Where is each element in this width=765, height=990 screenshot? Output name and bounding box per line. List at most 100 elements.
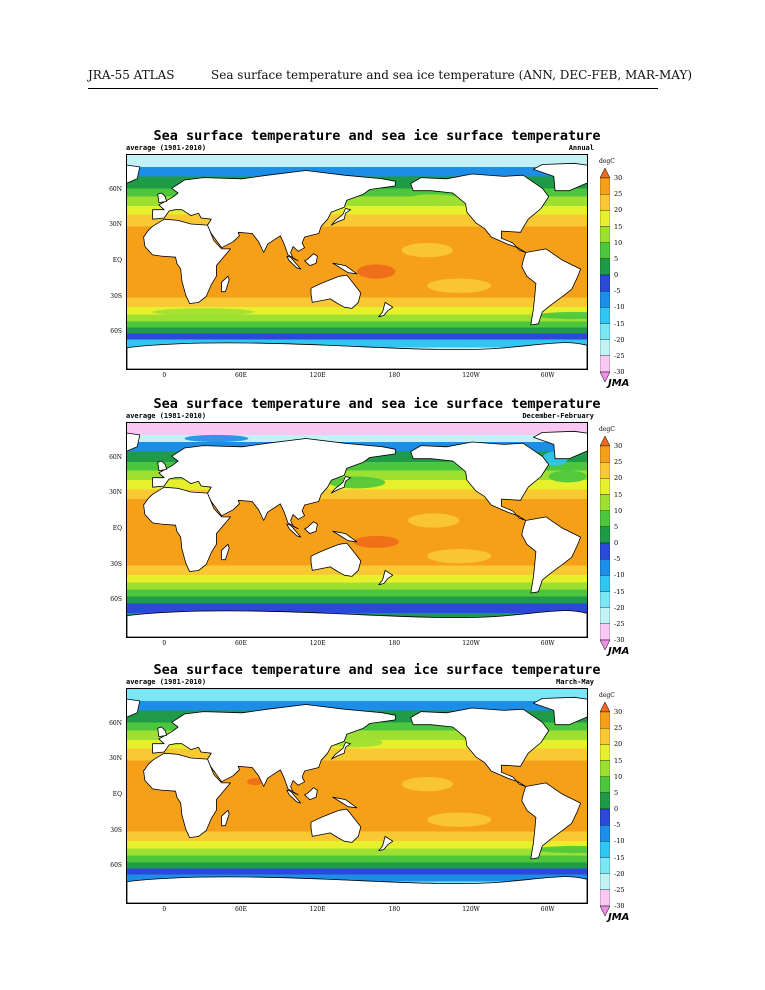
landmass-indonesia-borneo	[304, 253, 318, 266]
landmass-greenland	[532, 430, 587, 460]
map-season: Annual	[568, 144, 594, 152]
colorbar-segment	[600, 575, 610, 592]
map-period: average (1981-2010)	[126, 144, 207, 152]
colorbar-segment	[600, 607, 610, 624]
colorbar-tick-label: 5	[614, 788, 619, 797]
colorbar-segment	[600, 339, 610, 356]
landmass-greenland	[127, 698, 141, 718]
landmass-australia	[310, 808, 362, 843]
colorbar-tick-label: -30	[614, 902, 625, 910]
colorbar-tick-label: -15	[614, 587, 625, 596]
landmass-new-guinea	[332, 530, 358, 543]
lon-tick-label: 120W	[462, 906, 480, 913]
map-period: average (1981-2010)	[126, 678, 207, 686]
atlas-topic: Sea surface temperature and sea ice temp…	[211, 68, 693, 82]
lon-tick-label: 180	[388, 372, 401, 379]
jma-logo: JMA	[608, 912, 630, 923]
map-panel-djf: Sea surface temperature and sea ice surf…	[109, 396, 638, 658]
landmass-japan	[331, 208, 351, 226]
colorbar-tick-label: 20	[614, 206, 623, 215]
lat-tick-label: 30N	[109, 489, 122, 497]
colorbar-tick-label: 25	[614, 458, 623, 467]
colorbar-tick-label: -20	[614, 603, 625, 612]
running-header: JRA-55 ATLAS Sea surface temperature and…	[88, 64, 692, 89]
sst-anomaly-region	[247, 778, 263, 786]
colorbar-segment	[600, 760, 610, 777]
landmass-madagascar	[221, 809, 230, 827]
lat-tick-label: 60S	[110, 596, 122, 604]
landmass-uk	[157, 460, 167, 471]
colorbar-segment	[600, 825, 610, 842]
landmass-japan	[331, 476, 351, 494]
landmass-japan	[331, 742, 351, 760]
landmass-south-america	[521, 782, 581, 860]
colorbar-tick-label: -25	[614, 351, 625, 360]
colorbar-segment	[600, 445, 610, 463]
colorbar-cap-bottom	[600, 905, 610, 916]
sst-anomaly-region	[353, 535, 400, 548]
colorbar-tick-label: 30	[614, 708, 623, 716]
colorbar-segment	[600, 274, 610, 292]
lon-tick-label: 120E	[309, 640, 326, 647]
colorbar-segment	[600, 462, 610, 479]
colorbar-segment	[600, 291, 610, 308]
colorbar-segment	[600, 559, 610, 576]
landmass-antarctica	[127, 876, 587, 903]
map-panel-mam: Sea surface temperature and sea ice surf…	[109, 662, 638, 924]
landmass-south-america	[521, 248, 581, 326]
colorbar-unit: degC	[599, 692, 615, 699]
colorbar-tick-label: 15	[614, 490, 623, 499]
colorbar-tick-label: -5	[614, 287, 621, 296]
colorbar-tick-label: -30	[614, 368, 625, 376]
colorbar-segment	[600, 889, 610, 907]
colorbar-tick-label: 25	[614, 724, 623, 733]
colorbar-tick-label: -15	[614, 853, 625, 862]
colorbar-tick-label: -10	[614, 303, 625, 312]
colorbar-segment	[600, 194, 610, 211]
landmass-north-america	[410, 173, 550, 253]
colorbar-tick-label: -25	[614, 885, 625, 894]
atlas-name: JRA-55 ATLAS	[88, 68, 175, 82]
sst-anomaly-region	[535, 845, 587, 854]
landmass-australia	[310, 542, 362, 577]
sst-anomaly-region	[427, 812, 492, 827]
colorbar-unit: degC	[599, 158, 615, 165]
colorbar-unit: degC	[599, 426, 615, 433]
lat-tick-label: EQ	[112, 257, 122, 264]
colorbar-tick-label: 0	[614, 539, 619, 547]
colorbar-cap-bottom	[600, 371, 610, 382]
colorbar-tick-label: 25	[614, 190, 623, 199]
colorbar-tick-label: -5	[614, 821, 621, 830]
colorbar-segment	[600, 478, 610, 495]
lon-tick-label: 60E	[234, 372, 248, 379]
sst-anomaly-region	[184, 434, 249, 443]
colorbar-segment	[600, 242, 610, 259]
colorbar-segment	[600, 744, 610, 761]
landmass-greenland	[532, 696, 587, 726]
sst-anomaly-region	[427, 278, 492, 293]
landmass-africa	[143, 486, 231, 572]
landmass-indonesia-sumatra	[286, 789, 302, 804]
colorbar-segment	[600, 857, 610, 874]
sst-map	[126, 154, 588, 370]
colorbar-tick-label: 15	[614, 756, 623, 765]
lon-tick-label: 60W	[540, 372, 555, 379]
jma-logo: JMA	[608, 646, 630, 657]
lat-tick-label: EQ	[112, 791, 122, 798]
landmass-new-guinea	[332, 262, 358, 275]
landmass-indonesia-sumatra	[286, 255, 302, 270]
lon-tick-label: 120E	[309, 906, 326, 913]
colorbar-cap-top	[600, 168, 610, 179]
map-title: Sea surface temperature and sea ice surf…	[153, 662, 601, 678]
sst-anomaly-region	[405, 194, 462, 207]
lat-tick-label: 60S	[110, 328, 122, 336]
lon-tick-label: 180	[388, 906, 401, 913]
colorbar-segment	[600, 542, 610, 560]
landmass-greenland	[127, 432, 141, 452]
landmass-new-zealand	[378, 836, 394, 852]
lat-tick-label: 30N	[109, 755, 122, 763]
landmass-new-zealand	[378, 570, 394, 586]
lat-tick-label: 30S	[110, 292, 122, 300]
lon-tick-label: 180	[388, 640, 401, 647]
